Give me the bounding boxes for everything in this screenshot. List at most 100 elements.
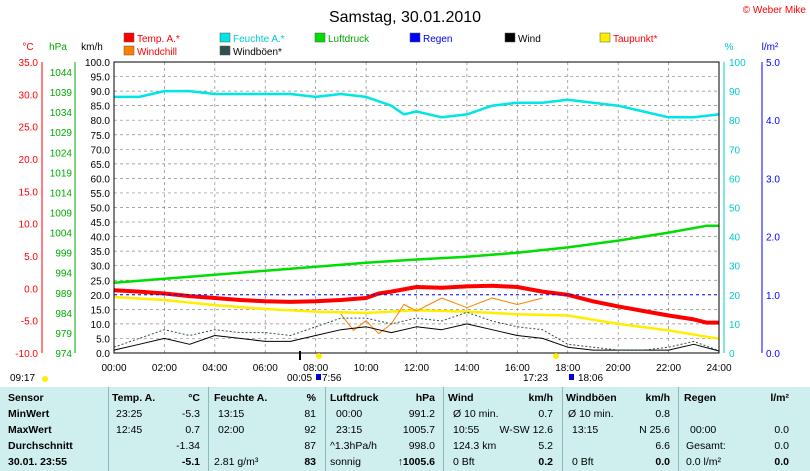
table-divider (208, 387, 209, 471)
press-tick-label: 989 (55, 289, 72, 300)
cell-pressure-value: 991.2 (408, 408, 435, 420)
hum-tick-label: 10 (729, 320, 741, 331)
press-tick-label: 1009 (50, 209, 73, 220)
time-tick-label: 18:00 (555, 363, 580, 374)
cell-humidity-current: 83 (304, 456, 316, 468)
press-tick-label: 1019 (50, 168, 73, 179)
rain-unit: l/m² (762, 42, 779, 53)
credit-label: © Weber Mike (743, 5, 807, 16)
legend-label: Taupunkt* (613, 34, 658, 45)
hum-tick-label: 20 (729, 291, 741, 302)
plot-frame (113, 61, 720, 354)
cell-rain-label: Gesamt: (686, 440, 726, 452)
header-gusts: Windböen (566, 392, 617, 404)
header-pressure-unit: hPa (415, 392, 435, 404)
header-sensor: Sensor (8, 392, 44, 404)
sunrise-icon (316, 353, 322, 359)
cell-temp-time: 23:25 (116, 408, 143, 420)
header-rain-unit: l/m² (770, 392, 789, 404)
axis-ticks: 35.0 30.0 25.0 20.0 15.0 10.0 5.0 0.0 -5.0 -10.0 1… (15, 58, 780, 374)
wind-tick-label: 0.0 (96, 349, 110, 360)
wind-tick-label: 15.0 (91, 305, 111, 316)
wind-tick-label: 50.0 (91, 204, 111, 215)
sunset-marker-icon (569, 374, 574, 380)
cell-pressure-current: ↑1005.6 (397, 456, 435, 468)
cell-temp-current: -5.1 (181, 456, 200, 468)
series-windchill-line (340, 297, 543, 335)
cell-wind-bft: 0 Bft (453, 456, 475, 468)
header-temp: Temp. A. (112, 392, 156, 404)
header-wind-unit: km/h (528, 392, 553, 404)
row-label: Durchschnitt (8, 440, 73, 452)
hum-tick-label: 100 (729, 58, 746, 69)
wind-tick-label: 40.0 (91, 233, 111, 244)
legend-swatch (219, 45, 231, 56)
row-label: MinWert (8, 408, 50, 420)
legend-swatch (409, 32, 421, 43)
legend-label: Windböen* (233, 47, 282, 58)
header-temp-unit: °C (188, 392, 200, 404)
wind-tick-label: 55.0 (91, 189, 111, 200)
press-tick-label: 979 (55, 329, 72, 340)
legend-label: Luftdruck (328, 34, 370, 45)
time-tick-label: 22:00 (656, 363, 681, 374)
cell-wind-label: Ø 10 min. (453, 408, 499, 420)
legend-swatch (314, 32, 326, 43)
temp-tick-label: -10.0 (15, 349, 38, 360)
wind-tick-label: 95.0 (91, 73, 111, 84)
hum-tick-label: 50 (729, 204, 741, 215)
rain-tick-label: 4.0 (766, 116, 780, 127)
hum-tick-label: 90 (729, 87, 741, 98)
cell-humidity-time: 02:00 (218, 424, 245, 436)
header-wind: Wind (448, 392, 474, 404)
table-row: MinWert 23:25 -5.3 13:15 81 00:00 991.2 … (0, 407, 810, 422)
cell-gust-value: 6.6 (655, 440, 670, 452)
cell-wind-current: 0.2 (538, 456, 553, 468)
legend: Temp. A.* Feuchte A.* Luftdruck Regen Wind Ta… (123, 32, 658, 58)
wind-tick-label: 35.0 (91, 247, 111, 258)
wind-tick-label: 20.0 (91, 291, 111, 302)
sunset-time-label: 18:06 (578, 373, 603, 384)
time-tick-label: 16:00 (505, 363, 530, 374)
temp-tick-label: 10.0 (19, 220, 39, 231)
wind-tick-label: 45.0 (91, 218, 111, 229)
table-divider (108, 387, 109, 471)
series-feuchte-a-line (114, 89, 720, 119)
hum-tick-label: 40 (729, 233, 741, 244)
cell-gust-time: 13:15 (572, 424, 599, 436)
sunrise-time-label: 7:56 (322, 373, 342, 384)
wind-tick-label: 90.0 (91, 87, 111, 98)
temp-unit: °C (22, 42, 33, 53)
legend-swatch (123, 45, 135, 56)
temp-tick-label: -5.0 (21, 317, 39, 328)
wind-tick-label: 65.0 (91, 160, 111, 171)
cell-rain-total: 0.0 l/m² (686, 456, 722, 468)
legend-label: Windchill (137, 47, 177, 58)
cell-gust-value: N 25.6 (639, 424, 670, 436)
table-divider (443, 387, 444, 471)
hum-tick-label: 70 (729, 145, 741, 156)
cell-abs-humidity: 2.81 g/m³ (214, 456, 259, 468)
cell-humidity-time: 13:15 (218, 408, 245, 420)
hum-tick-label: 30 (729, 262, 741, 273)
table-divider (678, 387, 679, 471)
cell-wind-time: 10:55 (453, 424, 480, 436)
cell-pressure-value: 1005.7 (402, 424, 435, 436)
legend-swatch (504, 32, 516, 43)
sunset-left-label: 17:23 (523, 373, 548, 384)
temp-tick-label: 35.0 (19, 58, 39, 69)
rain-tick-label: 5.0 (766, 58, 780, 69)
cell-weather-text: sonnig (330, 456, 361, 468)
cell-pressure-value: 998.0 (408, 440, 435, 452)
series-lines (113, 89, 720, 352)
time-tick-label: 02:00 (152, 363, 177, 374)
table-row: MaxWert 12:45 0.7 02:00 92 23:15 1005.7 … (0, 423, 810, 438)
wind-tick-label: 100.0 (85, 58, 110, 69)
cell-humidity-value: 87 (304, 440, 316, 452)
wind-tick-label: 25.0 (91, 276, 111, 287)
cell-temp-time: 12:45 (116, 424, 143, 436)
cell-rain-current: 0.0 (774, 456, 789, 468)
press-tick-label: 984 (55, 309, 72, 320)
cell-wind-value: 0.7 (538, 408, 553, 420)
hum-tick-label: 0 (729, 349, 735, 360)
